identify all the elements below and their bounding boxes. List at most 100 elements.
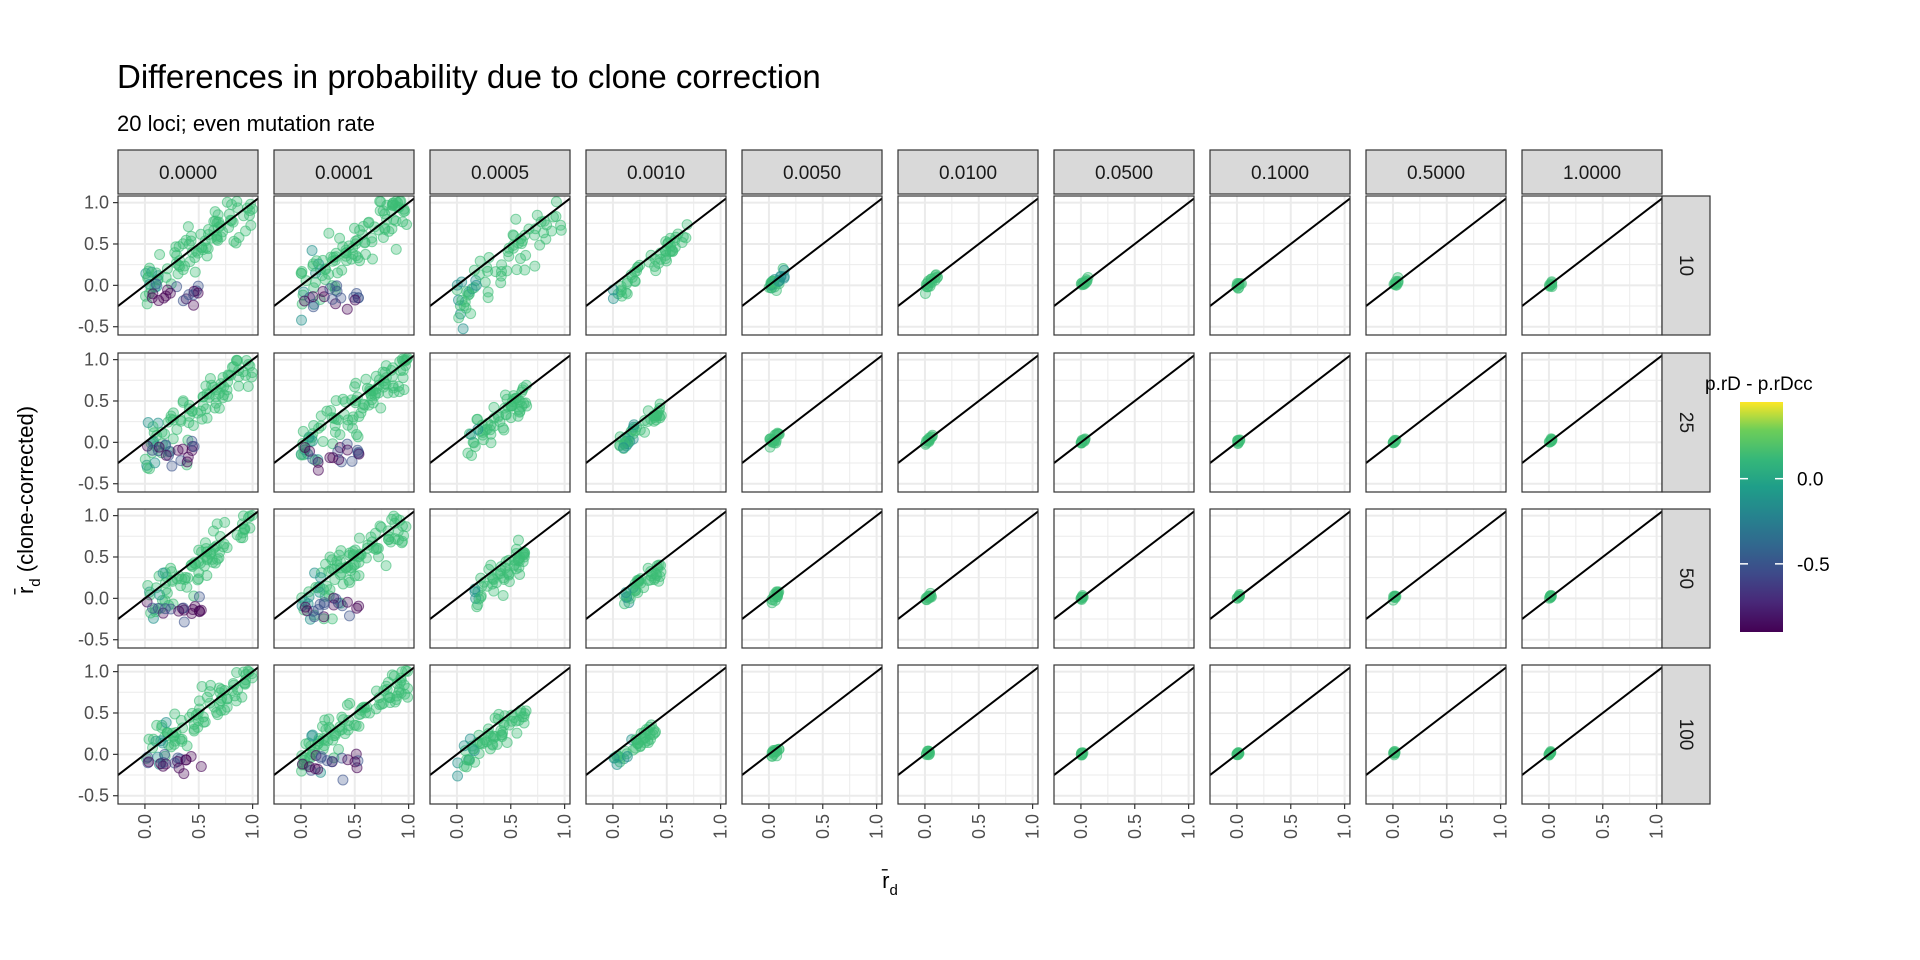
data-point xyxy=(306,435,318,447)
panel-border xyxy=(117,664,259,805)
data-point xyxy=(183,410,195,422)
panel-border xyxy=(897,352,1039,493)
data-point xyxy=(329,420,341,432)
data-point xyxy=(380,560,392,572)
column-strip-box xyxy=(1209,149,1351,195)
data-point xyxy=(189,266,201,278)
panel-background xyxy=(742,665,882,804)
data-point xyxy=(511,727,523,739)
panel-border xyxy=(585,664,727,805)
y-tick-label: -0.5 xyxy=(78,474,109,494)
reference-line xyxy=(898,354,1038,464)
facet-panel-25-0.0100 xyxy=(897,352,1039,493)
data-point xyxy=(518,711,530,723)
legend-colorbar xyxy=(1740,402,1783,632)
data-point xyxy=(205,679,217,691)
facet-panel-100-1.0000 xyxy=(1521,664,1663,805)
data-point xyxy=(312,464,324,476)
data-point xyxy=(644,733,656,745)
data-point xyxy=(307,291,319,303)
data-point xyxy=(340,247,352,259)
x-tick-label: 0.0 xyxy=(1227,814,1247,839)
y-axis-ticks: -0.5 0.0 0.5 1.0 -0.5 0.0 0.5 1.0 -0.5 0.0 0.5 1.0 -… xyxy=(78,193,118,806)
panel-points xyxy=(452,704,532,782)
panel-background xyxy=(1210,353,1350,492)
data-point xyxy=(475,572,487,584)
x-tick-label: 0.5 xyxy=(813,814,833,839)
data-point xyxy=(315,410,327,422)
data-point xyxy=(341,438,353,450)
panel-border xyxy=(585,508,727,649)
data-point xyxy=(676,236,688,248)
data-point xyxy=(181,456,193,468)
x-tick-label: 1.0 xyxy=(1023,814,1043,839)
data-point xyxy=(341,596,353,608)
x-tick-label: 0.0 xyxy=(447,814,467,839)
panel-border xyxy=(429,352,571,493)
reference-line xyxy=(586,354,726,464)
column-strip-label: 0.0010 xyxy=(627,163,685,184)
data-point xyxy=(476,738,488,750)
y-axis-title-main: r̄ xyxy=(13,587,38,595)
data-point xyxy=(209,206,221,218)
data-point xyxy=(177,722,189,734)
data-point xyxy=(160,716,172,728)
x-tick-label: 0.5 xyxy=(1125,814,1145,839)
data-point xyxy=(194,606,206,618)
panel-background xyxy=(1054,509,1194,648)
panel-border xyxy=(1053,352,1195,493)
x-tick-label: 1.0 xyxy=(1491,814,1511,839)
data-point xyxy=(331,555,343,567)
data-point xyxy=(172,444,184,456)
data-point xyxy=(462,447,474,459)
panel-grid xyxy=(742,196,882,335)
data-point xyxy=(203,223,215,235)
data-point xyxy=(176,733,188,745)
panel-background xyxy=(742,196,882,335)
data-point xyxy=(171,423,183,435)
column-strip-label: 0.0005 xyxy=(471,163,529,184)
reference-line xyxy=(742,666,882,776)
data-point xyxy=(341,255,353,267)
data-point xyxy=(396,535,408,547)
data-point xyxy=(347,422,359,434)
x-tick-label: 0.5 xyxy=(189,814,209,839)
data-point xyxy=(353,532,365,544)
data-point xyxy=(531,209,543,221)
data-point xyxy=(231,196,243,207)
data-point xyxy=(520,249,532,261)
y-tick-label: -0.5 xyxy=(78,786,109,806)
data-point xyxy=(495,270,507,282)
panel-border xyxy=(1053,508,1195,649)
data-point xyxy=(160,449,172,461)
data-point xyxy=(512,534,524,546)
reference-line xyxy=(1054,510,1194,620)
reference-line xyxy=(1522,510,1662,620)
panel-background xyxy=(898,196,1038,335)
reference-line xyxy=(274,510,414,620)
panel-points xyxy=(296,510,412,625)
panel-grid xyxy=(1522,353,1662,492)
data-point xyxy=(228,235,240,247)
data-point xyxy=(654,398,666,410)
data-point xyxy=(195,405,207,417)
data-point xyxy=(231,667,243,679)
data-point xyxy=(147,288,159,300)
data-point xyxy=(330,593,342,605)
data-point xyxy=(337,774,349,786)
y-tick-label: 1.0 xyxy=(84,662,109,682)
data-point xyxy=(307,453,319,465)
x-tick-label: 0.0 xyxy=(1539,814,1559,839)
y-tick-label: 0.5 xyxy=(84,547,109,567)
panel-background xyxy=(1366,196,1506,335)
data-point xyxy=(311,255,323,267)
panel-border xyxy=(897,664,1039,805)
panel-grid xyxy=(1054,509,1194,648)
panel-background xyxy=(1210,196,1350,335)
data-point xyxy=(360,373,372,385)
data-point xyxy=(327,452,339,464)
data-point xyxy=(497,590,509,602)
data-point xyxy=(231,354,243,366)
panel-border xyxy=(1209,352,1351,493)
x-tick-label: 0.5 xyxy=(345,814,365,839)
